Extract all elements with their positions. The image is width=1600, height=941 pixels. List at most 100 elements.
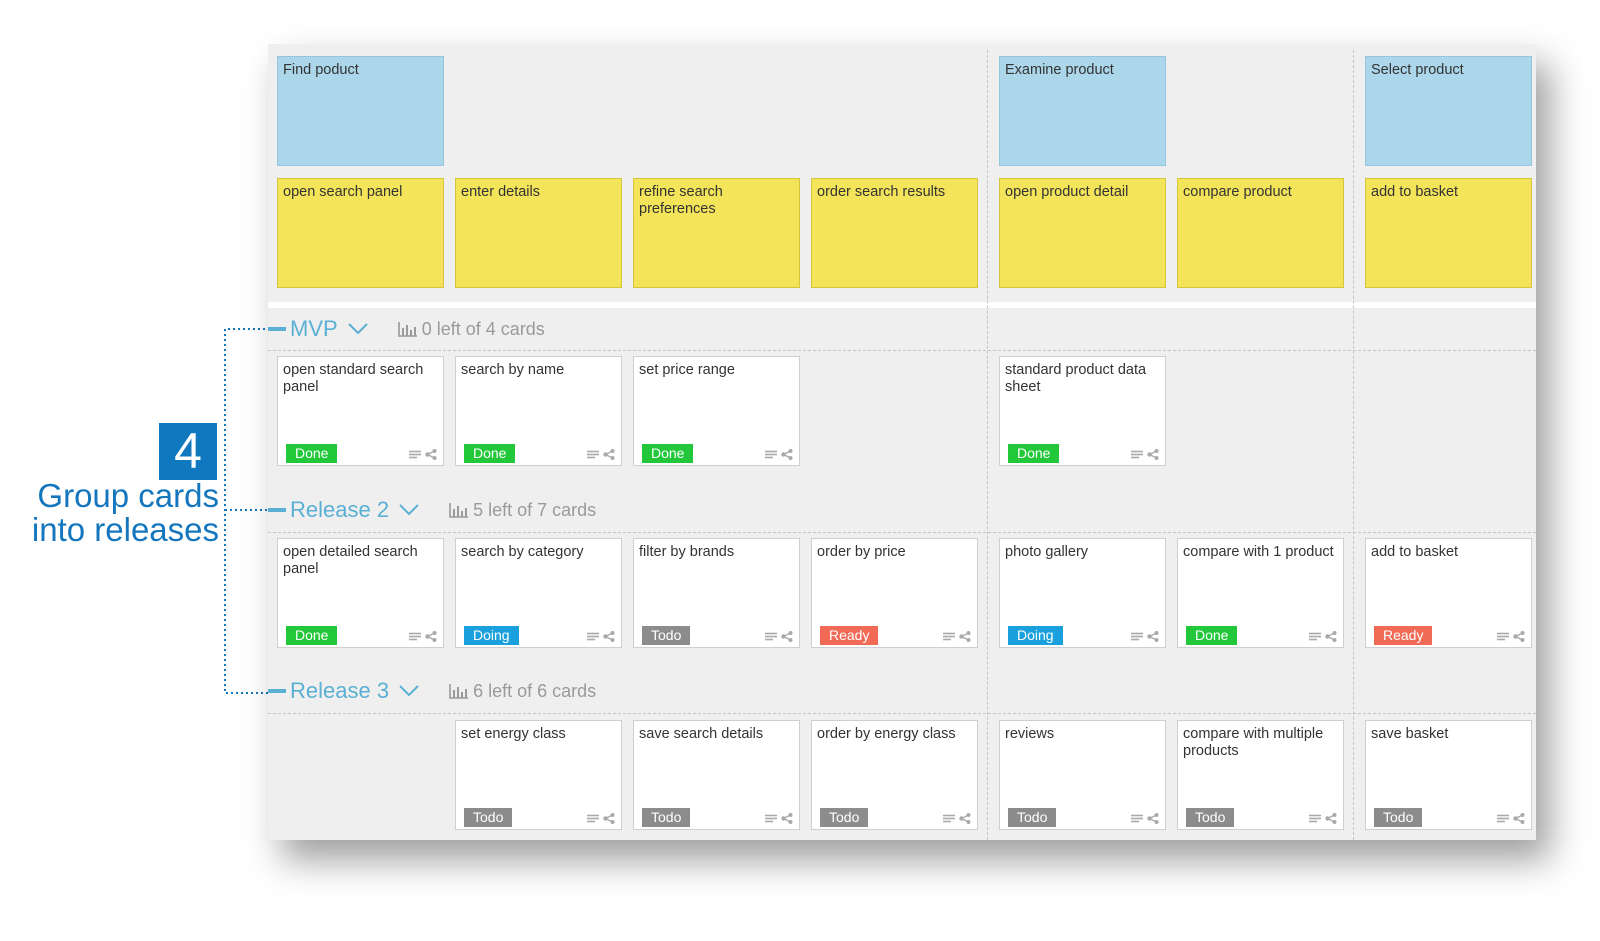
share-icon[interactable] <box>1513 813 1525 824</box>
status-badge[interactable]: Done <box>1186 626 1238 645</box>
status-badge[interactable]: Ready <box>1374 626 1433 645</box>
details-icon[interactable] <box>409 632 421 642</box>
status-badge[interactable]: Done <box>286 626 338 645</box>
task-card[interactable]: enter details <box>455 178 622 288</box>
details-icon[interactable] <box>587 450 599 460</box>
release-header[interactable]: MVP 0 left of 4 cards <box>268 314 545 344</box>
story-card[interactable]: set price range Done <box>633 356 800 466</box>
share-icon[interactable] <box>1325 813 1337 824</box>
share-icon[interactable] <box>959 631 971 642</box>
share-icon[interactable] <box>781 449 793 460</box>
task-card[interactable]: refine search preferences <box>633 178 800 288</box>
story-card[interactable]: open detailed search panel Done <box>277 538 444 648</box>
details-icon[interactable] <box>1497 814 1509 824</box>
release-stats: 0 left of 4 cards <box>397 319 545 340</box>
share-icon[interactable] <box>781 631 793 642</box>
activity-card[interactable]: Find poduct <box>277 56 444 166</box>
details-icon[interactable] <box>1309 632 1321 642</box>
story-card[interactable]: set energy class Todo <box>455 720 622 830</box>
status-badge[interactable]: Doing <box>1008 626 1063 645</box>
details-icon[interactable] <box>1131 450 1143 460</box>
status-badge[interactable]: Todo <box>820 808 869 827</box>
status-badge[interactable]: Todo <box>642 626 691 645</box>
story-card[interactable]: search by name Done <box>455 356 622 466</box>
share-icon[interactable] <box>1513 631 1525 642</box>
story-card[interactable]: save basket Todo <box>1365 720 1532 830</box>
status-badge[interactable]: Todo <box>464 808 513 827</box>
card-actions <box>409 631 437 642</box>
story-card[interactable]: save search details Todo <box>633 720 800 830</box>
share-icon[interactable] <box>959 813 971 824</box>
story-card[interactable]: add to basket Ready <box>1365 538 1532 648</box>
task-card[interactable]: order search results <box>811 178 978 288</box>
collapse-dash-icon[interactable] <box>268 689 286 693</box>
story-card[interactable]: search by category Doing <box>455 538 622 648</box>
step-number-badge: 4 <box>159 423 217 480</box>
release-header[interactable]: Release 2 5 left of 7 cards <box>268 495 596 525</box>
status-badge[interactable]: Done <box>464 444 516 463</box>
share-icon[interactable] <box>1147 813 1159 824</box>
release-header[interactable]: Release 3 6 left of 6 cards <box>268 676 596 706</box>
status-badge[interactable]: Todo <box>1186 808 1235 827</box>
status-badge[interactable]: Doing <box>464 626 519 645</box>
collapse-dash-icon[interactable] <box>268 508 286 512</box>
story-card[interactable]: standard product data sheet Done <box>999 356 1166 466</box>
activity-card[interactable]: Examine product <box>999 56 1166 166</box>
status-badge[interactable]: Done <box>1008 444 1060 463</box>
status-badge[interactable]: Done <box>642 444 694 463</box>
details-icon[interactable] <box>765 450 777 460</box>
details-icon[interactable] <box>1131 632 1143 642</box>
chevron-down-icon[interactable] <box>399 504 419 516</box>
card-actions <box>1309 631 1337 642</box>
card-actions <box>1131 449 1159 460</box>
details-icon[interactable] <box>1131 814 1143 824</box>
share-icon[interactable] <box>603 449 615 460</box>
share-icon[interactable] <box>425 449 437 460</box>
release-name[interactable]: MVP <box>290 316 338 341</box>
release-name[interactable]: Release 3 <box>290 678 390 703</box>
details-icon[interactable] <box>943 632 955 642</box>
chevron-down-icon[interactable] <box>399 685 419 697</box>
share-icon[interactable] <box>425 631 437 642</box>
story-card[interactable]: reviews Todo <box>999 720 1166 830</box>
share-icon[interactable] <box>1325 631 1337 642</box>
share-icon[interactable] <box>1147 449 1159 460</box>
release-name[interactable]: Release 2 <box>290 497 390 522</box>
card-actions <box>943 631 971 642</box>
status-badge[interactable]: Done <box>286 444 338 463</box>
callout-line-2: into releases <box>31 511 219 548</box>
story-card[interactable]: compare with 1 product Done <box>1177 538 1344 648</box>
collapse-dash-icon[interactable] <box>268 327 286 331</box>
status-badge[interactable]: Todo <box>1008 808 1057 827</box>
details-icon[interactable] <box>587 814 599 824</box>
share-icon[interactable] <box>603 631 615 642</box>
details-icon[interactable] <box>587 632 599 642</box>
details-icon[interactable] <box>943 814 955 824</box>
story-card[interactable]: compare with multiple products Todo <box>1177 720 1344 830</box>
story-card[interactable]: photo gallery Doing <box>999 538 1166 648</box>
share-icon[interactable] <box>603 813 615 824</box>
story-card[interactable]: filter by brands Todo <box>633 538 800 648</box>
status-badge[interactable]: Todo <box>1374 808 1423 827</box>
details-icon[interactable] <box>765 632 777 642</box>
chevron-down-icon[interactable] <box>347 323 368 335</box>
details-icon[interactable] <box>1309 814 1321 824</box>
story-card[interactable]: order by energy class Todo <box>811 720 978 830</box>
activity-card[interactable]: Select product <box>1365 56 1532 166</box>
share-icon[interactable] <box>781 813 793 824</box>
details-icon[interactable] <box>409 450 421 460</box>
story-card[interactable]: order by price Ready <box>811 538 978 648</box>
story-title: standard product data sheet <box>1005 362 1147 395</box>
activity-title: Examine product <box>1005 62 1114 78</box>
task-card[interactable]: compare product <box>1177 178 1344 288</box>
status-badge[interactable]: Ready <box>820 626 879 645</box>
task-card[interactable]: open search panel <box>277 178 444 288</box>
details-icon[interactable] <box>1497 632 1509 642</box>
share-icon[interactable] <box>1147 631 1159 642</box>
status-badge[interactable]: Todo <box>642 808 691 827</box>
task-card[interactable]: open product detail <box>999 178 1166 288</box>
activity-column-divider <box>987 50 988 840</box>
task-card[interactable]: add to basket <box>1365 178 1532 288</box>
story-card[interactable]: open standard search panel Done <box>277 356 444 466</box>
details-icon[interactable] <box>765 814 777 824</box>
